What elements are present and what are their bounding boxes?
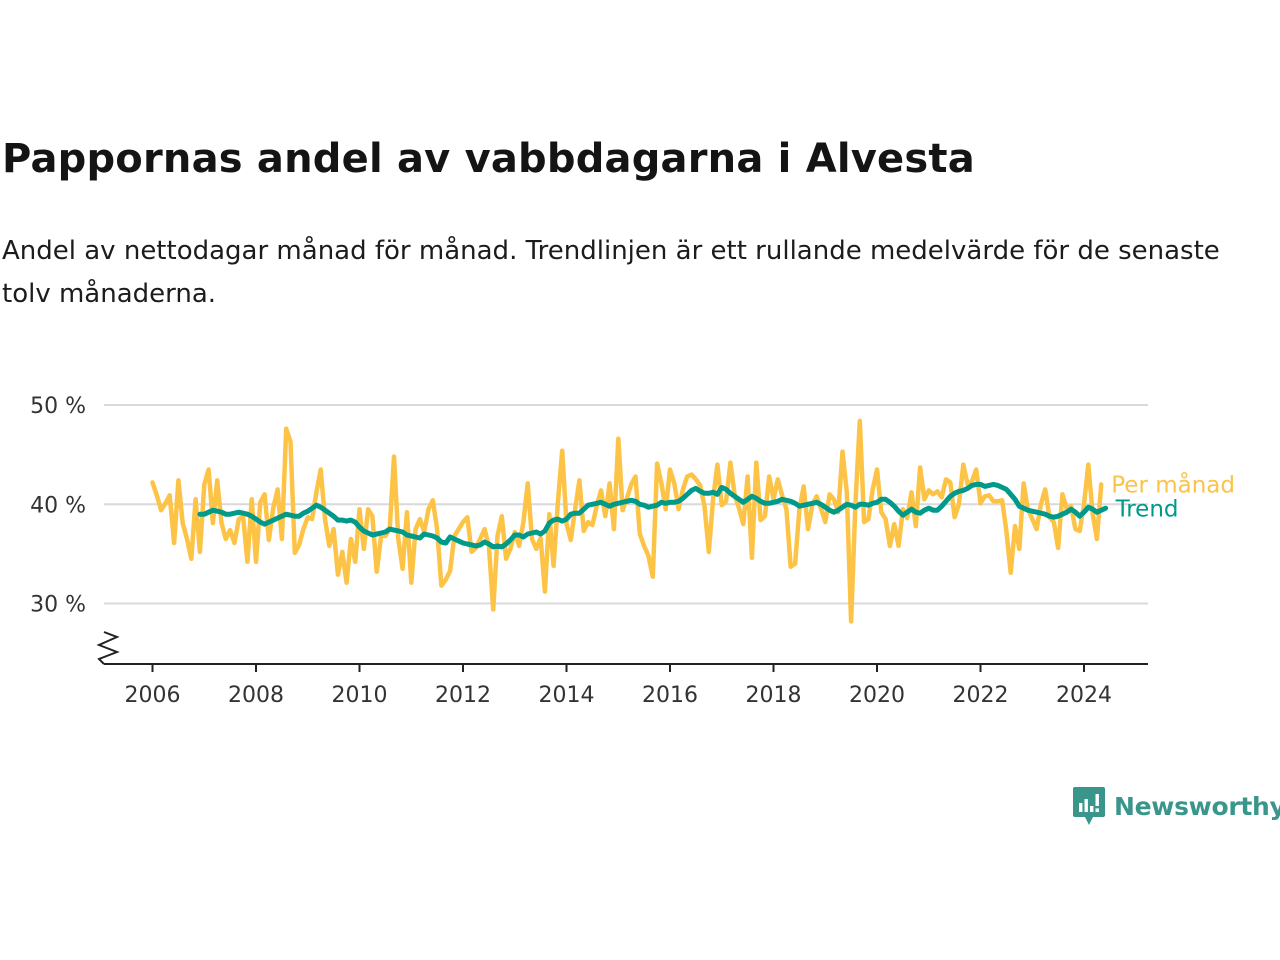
x-tick-label: 2020 [849, 683, 905, 708]
x-tick-label: 2006 [125, 683, 181, 708]
x-tick-label: 2010 [332, 683, 388, 708]
y-tick-label: 50 % [30, 394, 86, 419]
x-tick-label: 2012 [435, 683, 491, 708]
x-tick-label: 2018 [746, 683, 802, 708]
y-tick-label: 30 % [30, 593, 86, 618]
series-line-monthly [150, 418, 1104, 624]
chart-title: Pappornas andel av vabbdagarna i Alvesta [2, 136, 975, 182]
chart-subtitle: Andel av nettodagar månad för månad. Tre… [2, 236, 1220, 309]
series-line-trend [197, 481, 1109, 550]
newsworthy-logo-icon [1073, 787, 1105, 825]
x-tick-label: 2014 [539, 683, 595, 708]
brand-name: Newsworthy [1114, 791, 1280, 821]
x-axis [96, 631, 1148, 665]
series-label-monthly: Per månad [1111, 470, 1235, 498]
axis-break-icon [96, 631, 120, 665]
x-axis-ticks: 2006 2008 2010 2012 2014 2016 2018 2020 2022 2024 [125, 664, 1112, 708]
y-axis: 30 % 40 % 50 % [30, 394, 86, 618]
brand-logo: Newsworthy [1072, 784, 1280, 828]
series-lines [150, 418, 1109, 624]
x-tick-label: 2024 [1056, 683, 1112, 708]
series-label-trend: Trend [1115, 496, 1179, 522]
x-tick-label: 2022 [953, 683, 1009, 708]
x-tick-label: 2016 [642, 683, 698, 708]
y-tick-label: 40 % [30, 493, 86, 518]
x-tick-label: 2008 [228, 683, 284, 708]
